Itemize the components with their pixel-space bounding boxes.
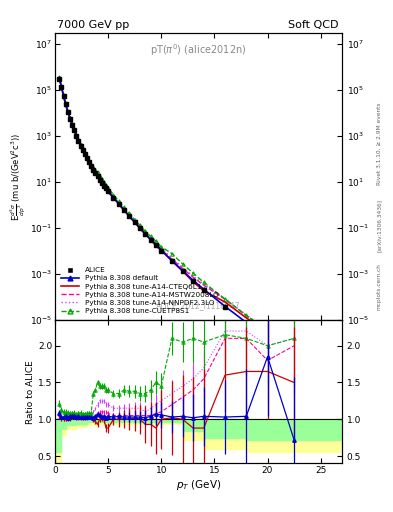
Text: [arXiv:1306.3436]: [arXiv:1306.3436] [377, 199, 382, 252]
Text: ALICE_2012_I1116147: ALICE_2012_I1116147 [156, 301, 241, 310]
Y-axis label: E$\frac{d^3\sigma}{dp^3}$ (mu b/(GeV$^2$c$^3$)): E$\frac{d^3\sigma}{dp^3}$ (mu b/(GeV$^2$… [8, 133, 27, 221]
Text: Rivet 3.1.10, ≥ 2.9M events: Rivet 3.1.10, ≥ 2.9M events [377, 102, 382, 185]
Text: pT($\pi^0$) (alice2012n): pT($\pi^0$) (alice2012n) [150, 42, 247, 58]
Legend: ALICE, Pythia 8.308 default, Pythia 8.308 tune-A14-CTEQ6L1, Pythia 8.308 tune-A1: ALICE, Pythia 8.308 default, Pythia 8.30… [58, 264, 221, 317]
Text: Soft QCD: Soft QCD [288, 20, 339, 31]
Y-axis label: Ratio to ALICE: Ratio to ALICE [26, 360, 35, 423]
Text: 7000 GeV pp: 7000 GeV pp [57, 20, 129, 31]
X-axis label: $p_T$ (GeV): $p_T$ (GeV) [176, 478, 221, 492]
Text: mcplots.cern.ch: mcplots.cern.ch [377, 263, 382, 310]
